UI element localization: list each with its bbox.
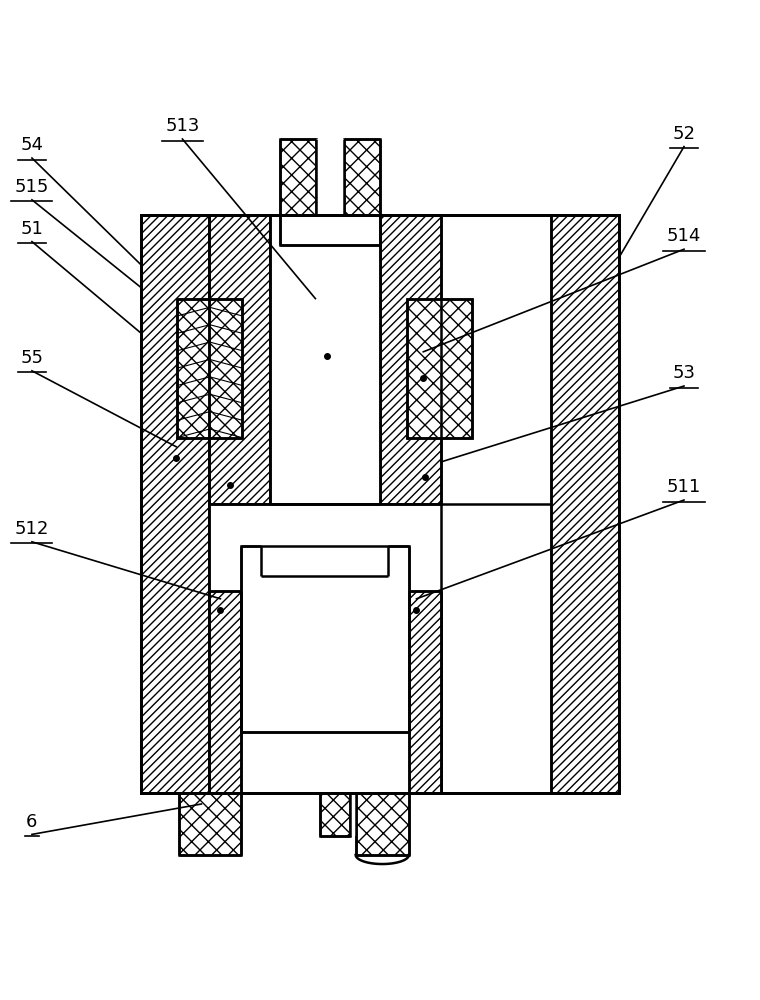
- Bar: [270, 215, 380, 504]
- Text: 52: 52: [673, 125, 695, 143]
- Bar: [409, 591, 441, 793]
- Bar: [320, 793, 350, 836]
- Bar: [177, 299, 242, 438]
- Bar: [179, 793, 241, 855]
- Bar: [380, 215, 441, 504]
- Bar: [407, 299, 472, 438]
- Text: 51: 51: [21, 220, 43, 238]
- Bar: [316, 139, 344, 215]
- Text: 514: 514: [667, 227, 701, 245]
- Text: 512: 512: [14, 520, 49, 538]
- Text: 513: 513: [165, 117, 200, 135]
- Text: 55: 55: [21, 349, 43, 367]
- Bar: [241, 546, 409, 732]
- Bar: [280, 215, 380, 245]
- Bar: [280, 139, 316, 215]
- Text: 54: 54: [21, 136, 43, 154]
- Bar: [209, 504, 441, 793]
- Bar: [356, 793, 409, 855]
- Bar: [141, 215, 619, 793]
- Bar: [209, 215, 270, 504]
- Bar: [551, 215, 619, 793]
- Text: 511: 511: [667, 478, 701, 496]
- Text: 6: 6: [27, 813, 37, 831]
- Bar: [141, 215, 209, 793]
- Text: 515: 515: [14, 178, 49, 196]
- Bar: [177, 299, 242, 438]
- Text: 53: 53: [673, 364, 695, 382]
- Bar: [177, 299, 242, 438]
- Bar: [209, 591, 241, 793]
- Bar: [407, 299, 472, 438]
- Bar: [407, 299, 472, 438]
- Bar: [350, 793, 356, 836]
- Bar: [344, 139, 380, 215]
